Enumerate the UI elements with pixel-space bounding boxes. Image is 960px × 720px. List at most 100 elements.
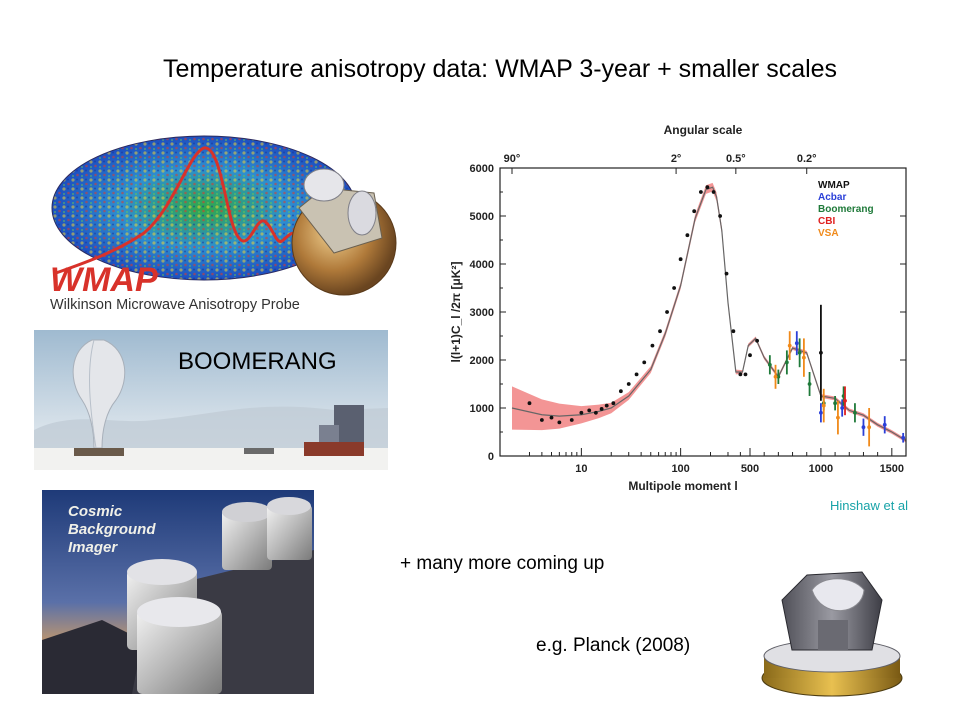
chart-credit: Hinshaw et al — [830, 498, 909, 513]
wmap-subtitle: Wilkinson Microwave Anisotropy Probe — [50, 297, 300, 313]
series-boomerang — [767, 338, 857, 423]
data-point — [618, 389, 623, 394]
more-coming-text: + many more coming up — [400, 553, 605, 574]
data-point — [611, 401, 616, 406]
data-point — [773, 374, 778, 379]
data-point — [787, 343, 792, 348]
power-spectrum-chart: 0 1000 2000 3000 4000 5000 6000 10 100 500 1000 150… — [440, 118, 920, 502]
x-tick-label: 1000 — [809, 463, 833, 475]
data-point — [776, 374, 781, 379]
legend-entry-wmap: WMAP — [818, 180, 850, 191]
y-tick-label: 4000 — [470, 259, 494, 271]
boomerang-photo — [34, 330, 388, 470]
data-point — [882, 422, 887, 427]
data-point — [821, 403, 826, 408]
legend-entry-acbar: Acbar — [818, 192, 846, 203]
wmap-image: WMAP Wilkinson Microwave Anisotropy Prob… — [44, 133, 404, 315]
y-tick-label: 5000 — [470, 211, 494, 223]
data-point — [658, 329, 662, 334]
planck-text: e.g. Planck (2008) — [536, 635, 691, 656]
top-tick-label: 0.2° — [797, 153, 817, 165]
data-point — [569, 418, 574, 422]
data-point — [861, 425, 866, 430]
data-point — [840, 406, 845, 410]
y-tick-label: 3000 — [470, 307, 494, 319]
data-point — [738, 372, 743, 377]
y-axis-label: l(l+1)C_l /2π [μK²] — [449, 262, 463, 363]
data-point — [819, 350, 823, 355]
top-axis-title: Angular scale — [664, 123, 743, 137]
data-point — [705, 185, 710, 190]
data-point — [587, 408, 592, 413]
wmap-logo-text: WMAP — [50, 261, 158, 299]
data-point — [767, 362, 772, 367]
wmap-logo: WMAP Wilkinson Microwave Anisotropy Prob… — [50, 261, 300, 313]
boomerang-scene — [34, 330, 388, 470]
data-point — [748, 353, 752, 358]
data-point — [692, 209, 697, 214]
data-point — [807, 382, 812, 386]
data-point — [836, 415, 840, 420]
model-curve — [511, 186, 907, 442]
data-point — [724, 271, 729, 276]
data-point — [801, 355, 806, 360]
y-tick-label: 1000 — [470, 403, 494, 415]
data-point — [557, 420, 562, 425]
cbi-scene: Cosmic Background Imager — [42, 490, 314, 694]
chart-svg: 0 1000 2000 3000 4000 5000 6000 10 100 500 1000 150… — [449, 123, 907, 493]
data-point — [593, 410, 598, 415]
top-tick-label: 2° — [671, 153, 682, 165]
cbi-title: Cosmic Background Imager — [68, 503, 156, 556]
data-point — [604, 403, 609, 408]
data-point — [579, 410, 584, 415]
x-tick-label: 10 — [575, 463, 587, 475]
data-point — [711, 190, 716, 194]
data-point — [599, 407, 604, 411]
legend-entry-boomerang: Boomerang — [818, 204, 874, 215]
data-point — [698, 190, 703, 194]
model-uncertainty-band — [512, 182, 906, 443]
legend-entry-vsa: VSA — [818, 228, 839, 239]
data-point — [678, 257, 683, 262]
data-point — [819, 410, 823, 415]
cbi-title-line3: Imager — [68, 539, 118, 556]
data-point — [853, 410, 857, 415]
top-tick-label: 0.5° — [726, 153, 746, 165]
x-tick-label: 500 — [741, 463, 759, 475]
data-point — [867, 425, 872, 430]
data-point — [797, 350, 802, 355]
x-tick-label: 1500 — [880, 463, 904, 475]
data-point — [794, 341, 799, 346]
data-point — [718, 214, 723, 218]
data-point — [731, 329, 736, 334]
y-tick-label: 2000 — [470, 355, 494, 367]
y-tick-label: 0 — [488, 451, 494, 463]
cbi-title-line1: Cosmic — [68, 503, 123, 520]
cbi-title-line2: Background — [68, 521, 156, 538]
planck-satellite-image — [752, 560, 912, 705]
data-point — [665, 310, 669, 314]
data-point — [784, 360, 789, 365]
boomerang-label: BOOMERANG — [178, 348, 337, 375]
x-tick-label: 100 — [671, 463, 689, 475]
planck-satellite — [761, 571, 903, 697]
data-point — [843, 398, 847, 403]
data-point — [650, 343, 655, 348]
series-vsa — [773, 331, 872, 447]
data-point — [626, 382, 631, 386]
legend-entry-cbi: CBI — [818, 216, 835, 227]
top-tick-label: 90° — [504, 153, 521, 165]
x-axis-label: Multipole moment l — [628, 479, 737, 493]
data-point — [901, 435, 906, 440]
cbi-photo: Cosmic Background Imager — [42, 490, 314, 694]
series-cbi — [843, 386, 847, 416]
data-point — [685, 233, 690, 238]
series-wmap — [527, 185, 823, 425]
y-tick-label: 6000 — [470, 163, 494, 175]
data-point — [833, 401, 837, 406]
data-point — [642, 360, 647, 365]
data-point — [539, 418, 544, 422]
data-point — [755, 338, 759, 343]
data-point — [743, 372, 748, 377]
data-point — [549, 415, 554, 420]
